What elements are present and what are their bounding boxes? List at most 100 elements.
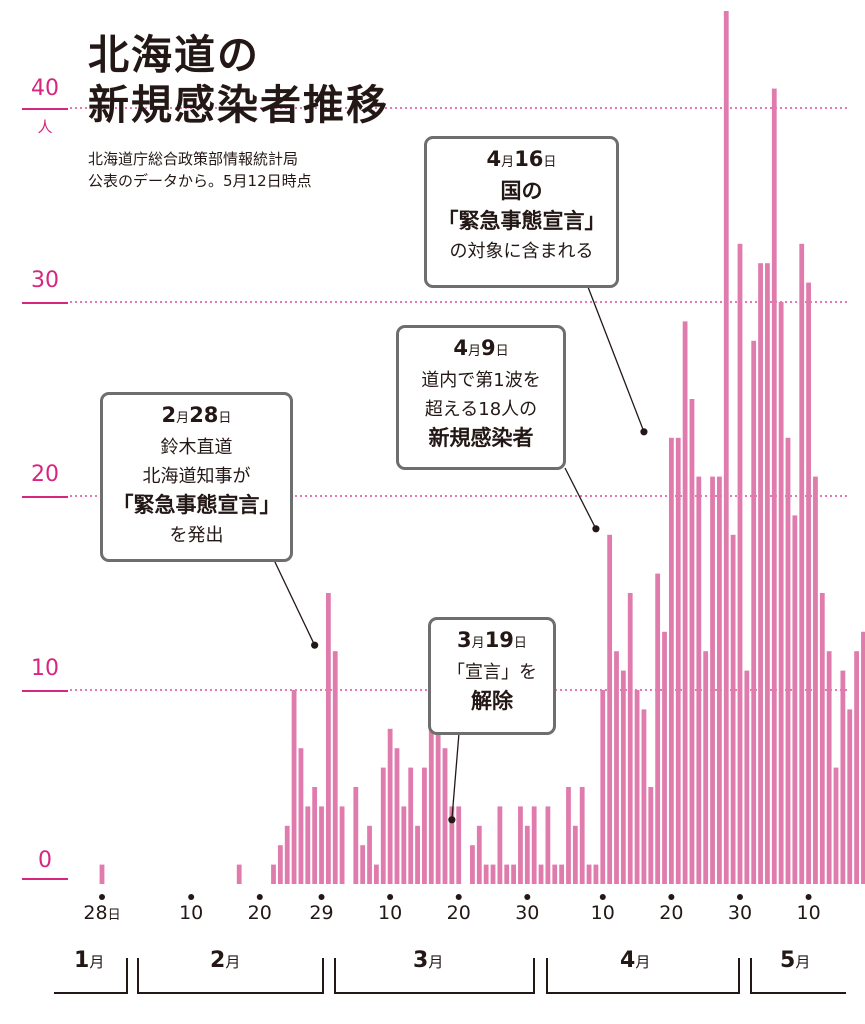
bar <box>99 864 105 884</box>
bar <box>380 767 386 884</box>
bar <box>861 631 865 884</box>
bar <box>566 787 571 884</box>
bar <box>723 11 729 884</box>
month-label-may: 5月 <box>780 948 811 973</box>
y-tick-rule <box>22 108 68 110</box>
bar <box>511 864 516 884</box>
x-tick-label: 30 <box>727 902 753 924</box>
bar <box>490 864 496 884</box>
x-tick-dot <box>99 894 105 900</box>
x-tick-dot <box>736 894 743 900</box>
bar <box>765 263 770 884</box>
bar <box>710 476 715 884</box>
y-tick-label: 0 <box>38 848 52 873</box>
x-tick-label: 10 <box>179 902 204 924</box>
callout-text-emph: 国の <box>500 179 543 203</box>
bar <box>312 787 318 884</box>
month-label-apr: 4月 <box>620 948 651 973</box>
bar <box>593 864 599 884</box>
bar <box>614 651 619 884</box>
bar <box>744 670 750 884</box>
bar <box>806 282 811 885</box>
callout-text: の対象に含まれる <box>449 241 594 262</box>
bar <box>497 806 503 884</box>
callout-text: 鈴木直道 <box>160 437 233 458</box>
bar <box>758 263 763 884</box>
bar <box>504 864 510 884</box>
bar <box>552 864 558 884</box>
bar <box>819 593 825 884</box>
bar <box>339 806 345 884</box>
y-unit-label: 人 <box>37 118 53 136</box>
x-tick-dot <box>256 894 263 900</box>
bar <box>387 728 393 884</box>
month-bracket-tick <box>137 958 139 993</box>
y-tick-rule <box>22 878 68 880</box>
bar <box>813 476 818 884</box>
callout-apr9: 4月9日 道内で第1波を 超える18人の 新規感染者 <box>396 325 566 470</box>
month-bracket-jan <box>54 992 128 994</box>
x-tick-label: 10 <box>590 902 615 924</box>
month-bracket-tick <box>533 958 535 993</box>
callout-text-emph: 新規感染者 <box>428 426 534 450</box>
bar <box>751 340 757 884</box>
bar <box>559 864 565 884</box>
bar <box>298 748 304 884</box>
bar <box>792 515 798 884</box>
bar <box>442 748 448 884</box>
bar <box>607 534 613 884</box>
bar <box>641 709 647 884</box>
x-tick-label: 30 <box>515 902 540 924</box>
month-bracket-feb <box>137 992 324 994</box>
bar <box>634 690 640 884</box>
callout-text-emph: 解除 <box>471 689 513 713</box>
month-label-feb: 2月 <box>210 948 241 973</box>
bar <box>545 806 551 884</box>
bar <box>620 670 626 884</box>
bar <box>236 864 242 884</box>
x-tick-label: 20 <box>659 902 684 924</box>
bar <box>483 864 489 884</box>
x-tick-dot <box>318 894 325 900</box>
chart-title-line2: 新規感染者推移 <box>88 81 389 129</box>
x-tick-label: 29 <box>309 902 334 924</box>
month-bracket-tick <box>546 958 548 993</box>
bar <box>428 690 434 884</box>
bar <box>470 845 475 884</box>
bar <box>579 787 585 884</box>
bar <box>826 651 832 884</box>
bar <box>422 767 427 884</box>
x-tick-dot <box>599 894 606 900</box>
bar <box>682 321 688 884</box>
y-tick-label: 20 <box>31 462 59 487</box>
callout-date: 2月28日 <box>161 403 232 427</box>
bars <box>99 11 865 885</box>
y-tick-label: 10 <box>31 656 59 681</box>
bar <box>538 864 544 884</box>
y-tick-rule <box>22 302 68 304</box>
bar <box>291 690 297 884</box>
callout-text: 「宣言」を <box>447 662 537 683</box>
bar <box>319 806 324 884</box>
leader-dot <box>592 525 600 533</box>
month-bracket-tick <box>126 958 128 993</box>
leader-line <box>451 732 460 820</box>
bar <box>476 825 482 884</box>
bar <box>271 864 276 884</box>
callout-text-emph: 「緊急事態宣言」 <box>437 209 606 233</box>
bar <box>531 806 537 884</box>
bar <box>435 709 441 884</box>
y-tick-label: 40 <box>31 76 59 101</box>
chart-title-line1: 北海道の <box>88 31 260 79</box>
y-tick-rule <box>22 496 68 498</box>
bar <box>627 593 633 884</box>
bar <box>305 806 311 884</box>
bar <box>449 806 455 884</box>
bar <box>854 651 859 884</box>
x-tick-label: 20 <box>247 902 272 924</box>
callout-feb28: 2月28日 鈴木直道 北海道知事が 「緊急事態宣言」 を発出 <box>100 392 293 562</box>
bar <box>799 243 805 885</box>
month-bracket-tick <box>334 958 336 993</box>
bar <box>662 631 667 884</box>
